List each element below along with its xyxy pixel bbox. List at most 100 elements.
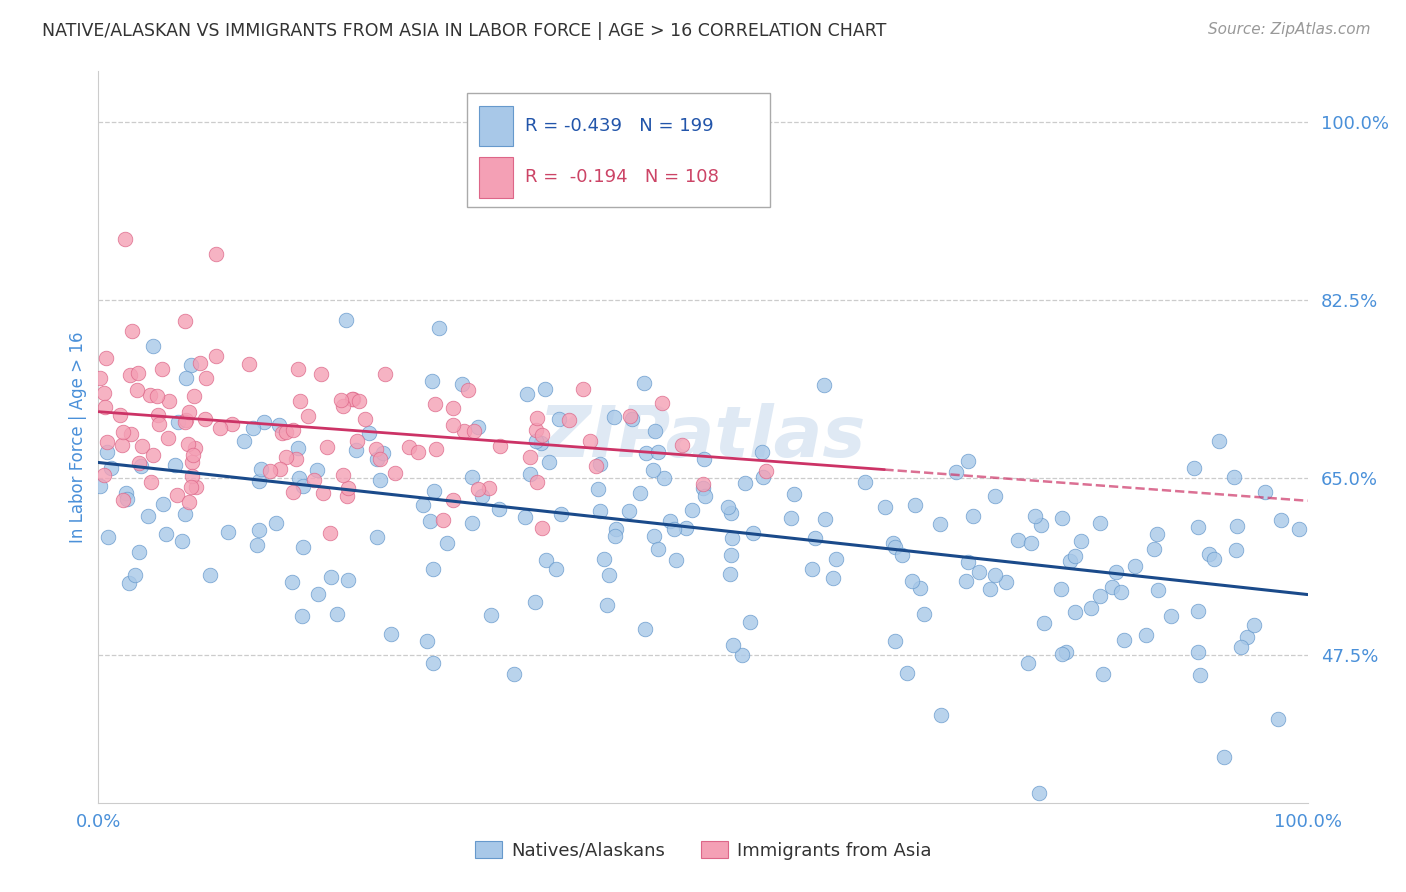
Bar [479,157,513,197]
Point [332,468,354,483]
Point [291,608,314,623]
Point [1236,630,1258,644]
Point [453,424,475,438]
Point [536,553,558,567]
Point [292,540,315,554]
Point [152,497,174,511]
Point [336,489,359,503]
Point [693,452,716,467]
Point [1101,580,1123,594]
Point [665,553,688,567]
Point [336,481,359,495]
Point [1114,633,1136,648]
Text: R =  -0.194   N = 108: R = -0.194 N = 108 [526,169,718,186]
Point [181,448,204,462]
Point [157,431,180,445]
Point [269,418,291,433]
Point [1146,527,1168,541]
Point [585,459,607,474]
Point [111,492,134,507]
Point [519,450,541,464]
Point [896,665,918,680]
Point [461,516,484,530]
Point [96,434,118,449]
Point [150,362,173,376]
Point [450,377,472,392]
Point [718,566,741,581]
Point [180,480,202,494]
Point [619,409,641,423]
Point [346,434,368,448]
Point [89,479,111,493]
Point [157,394,180,409]
Point [1024,509,1046,524]
Point [422,656,444,670]
Point [198,568,221,582]
Point [146,408,169,422]
Point [194,412,217,426]
Point [751,444,773,458]
Point [398,440,420,454]
Point [114,232,136,246]
Point [342,392,364,406]
Point [457,384,479,398]
Point [647,542,669,557]
Point [782,486,804,500]
Point [174,415,197,429]
Point [332,399,354,413]
Bar [479,106,513,146]
Point [97,530,120,544]
Point [523,595,546,609]
Point [1105,566,1128,580]
Point [121,324,143,338]
Point [242,421,264,435]
Point [534,382,557,396]
Point [1213,749,1236,764]
Point [1019,536,1042,550]
Point [146,388,169,402]
Point [181,455,204,469]
Point [1243,618,1265,632]
Point [305,463,328,477]
Point [1070,534,1092,549]
Point [173,313,195,327]
Point [441,417,464,432]
Point [721,531,744,545]
Point [695,489,717,503]
Point [302,473,325,487]
Point [530,521,553,535]
Point [884,541,907,555]
Point [321,570,343,584]
Point [117,491,139,506]
Point [359,425,381,440]
Point [205,247,228,261]
Point [1028,786,1050,800]
Point [1007,533,1029,548]
Text: NATIVE/ALASKAN VS IMMIGRANTS FROM ASIA IN LABOR FORCE | AGE > 16 CORRELATION CHA: NATIVE/ALASKAN VS IMMIGRANTS FROM ASIA I… [42,22,887,40]
Point [488,502,510,516]
Point [558,412,581,426]
Point [779,511,801,525]
Point [929,516,952,531]
Point [253,415,276,429]
Point [1187,520,1209,534]
Point [441,493,464,508]
Point [633,376,655,391]
Point [471,489,494,503]
Point [621,412,644,426]
Point [1202,552,1225,566]
Point [281,484,304,499]
Point [524,434,547,448]
Point [824,552,846,566]
Point [108,408,131,422]
Point [675,520,697,534]
Point [595,599,617,613]
Point [364,442,387,456]
Point [184,480,207,494]
Point [1226,518,1249,533]
Point [250,462,273,476]
Point [929,707,952,722]
Point [100,461,122,475]
Point [155,527,177,541]
Point [131,439,153,453]
